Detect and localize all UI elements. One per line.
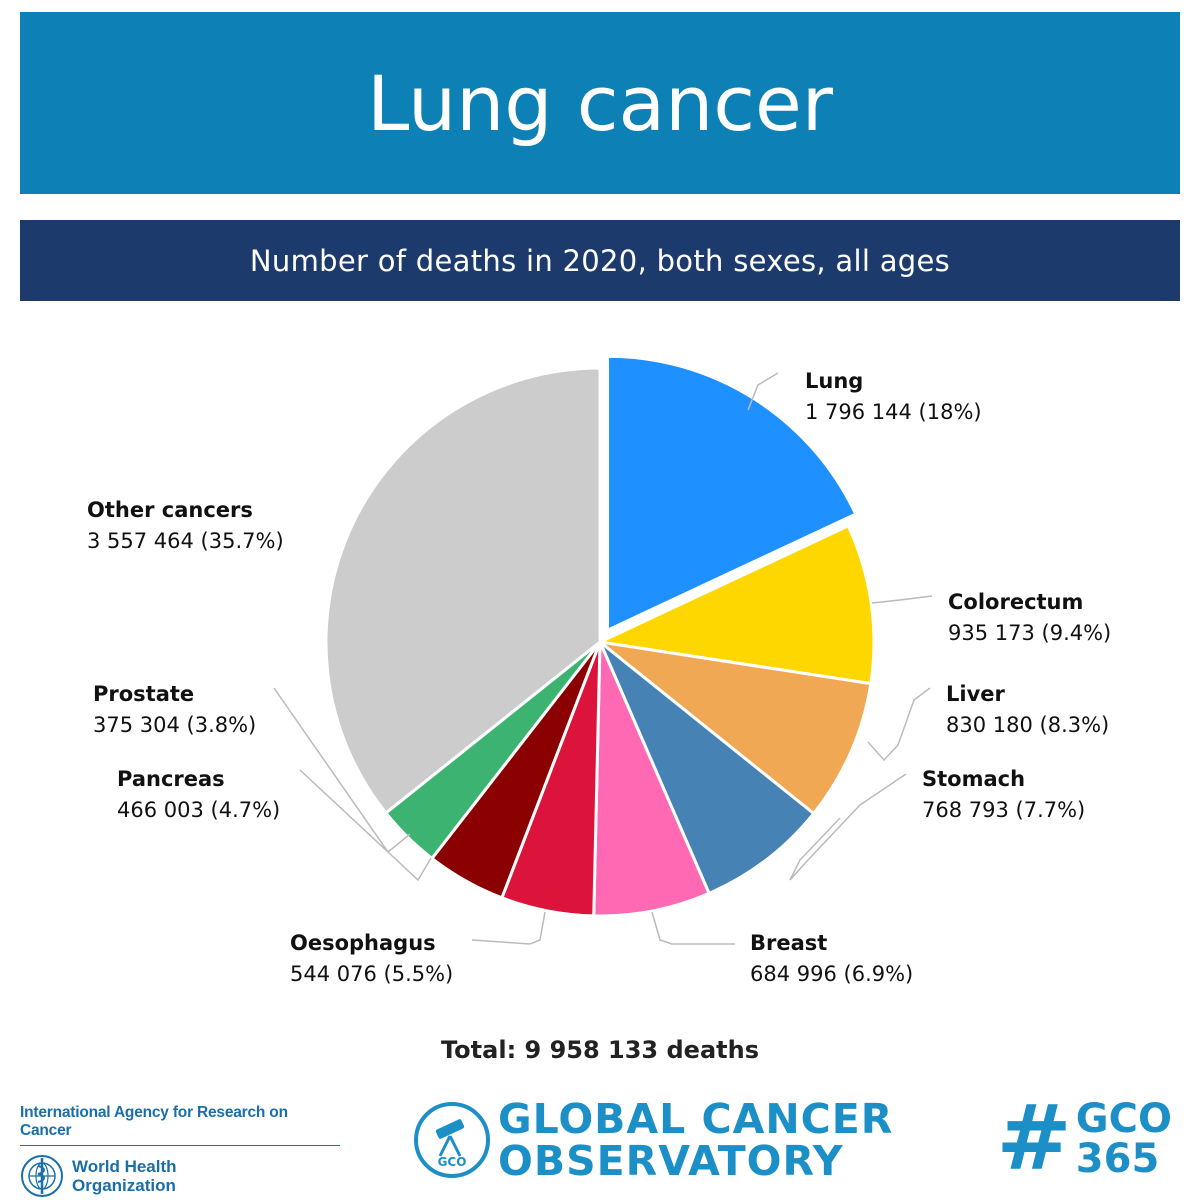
leader-line bbox=[789, 773, 907, 881]
total-deaths: Total: 9 958 133 deaths bbox=[441, 1036, 759, 1064]
pie-slice-other-cancers bbox=[324, 366, 602, 816]
slice-label-value: 768 793 (7.7%) bbox=[922, 798, 1085, 822]
gco-badge-text: GCO bbox=[438, 1155, 467, 1169]
slice-label-value: 3 557 464 (35.7%) bbox=[87, 529, 284, 553]
pie-slices bbox=[324, 354, 876, 918]
chart-subtitle: Number of deaths in 2020, both sexes, al… bbox=[249, 243, 951, 278]
who-name: World Health Organization bbox=[72, 1157, 177, 1195]
slice-label-name: Pancreas bbox=[117, 767, 225, 791]
hashtag-sign: # bbox=[996, 1086, 1072, 1191]
slice-label-value: 684 996 (6.9%) bbox=[750, 962, 913, 986]
slice-label-value: 466 003 (4.7%) bbox=[117, 798, 280, 822]
who-emblem-icon bbox=[21, 1155, 63, 1197]
iarc-name: International Agency for Research on Can… bbox=[20, 1104, 340, 1146]
iarc-who-logo: International Agency for Research on Can… bbox=[20, 1104, 340, 1198]
pie-slice-stomach bbox=[598, 640, 816, 896]
leader-line bbox=[871, 595, 933, 604]
slice-label-name: Oesophagus bbox=[290, 931, 436, 955]
gco-line-1: GLOBAL CANCER bbox=[498, 1095, 894, 1143]
slice-label-value: 935 173 (9.4%) bbox=[948, 621, 1111, 645]
slice-label-name: Lung bbox=[805, 369, 863, 393]
pie-slice-colorectum bbox=[594, 523, 876, 686]
who-logo: World Health Organization bbox=[20, 1154, 340, 1198]
leader-line bbox=[299, 769, 432, 882]
leader-line bbox=[651, 911, 735, 945]
leader-line bbox=[747, 372, 779, 411]
chart-title: Lung cancer bbox=[366, 58, 834, 148]
slice-label-value: 544 076 (5.5%) bbox=[290, 962, 453, 986]
gco-line-2: OBSERVATORY bbox=[498, 1137, 844, 1185]
gco-logo-icon: GCO bbox=[414, 1102, 490, 1178]
who-line-1: World Health bbox=[72, 1157, 177, 1176]
pie-slice-breast bbox=[592, 641, 712, 918]
slice-label-name: Other cancers bbox=[87, 498, 253, 522]
who-line-2: Organization bbox=[72, 1176, 176, 1195]
gco-wordmark: GLOBAL CANCER OBSERVATORY bbox=[498, 1098, 893, 1182]
chart-subtitle-banner: Number of deaths in 2020, both sexes, al… bbox=[20, 220, 1180, 301]
hashtag-text: GCO 365 bbox=[1076, 1099, 1172, 1179]
leader-line bbox=[273, 687, 411, 854]
pie-slice-lung bbox=[606, 354, 858, 633]
hashtag-gco365: # GCO 365 bbox=[996, 1086, 1172, 1191]
slice-label-name: Liver bbox=[946, 682, 1006, 706]
slice-label-name: Colorectum bbox=[948, 590, 1083, 614]
leader-line bbox=[867, 687, 931, 762]
leader-line bbox=[471, 911, 546, 945]
slice-label-name: Stomach bbox=[922, 767, 1025, 791]
pie-slice-liver bbox=[594, 639, 873, 816]
slice-label-name: Breast bbox=[750, 931, 827, 955]
slice-label-value: 1 796 144 (18%) bbox=[805, 400, 982, 424]
hashtag-line-1: GCO bbox=[1075, 1096, 1172, 1142]
chart-title-banner: Lung cancer bbox=[20, 12, 1180, 194]
slice-label-name: Prostate bbox=[93, 682, 194, 706]
hashtag-line-2: 365 bbox=[1075, 1136, 1160, 1182]
slice-label-value: 375 304 (3.8%) bbox=[93, 713, 256, 737]
leader-lines bbox=[273, 372, 933, 945]
slice-labels: Lung 1 796 144 (18%) Colorectum 935 173 (9.… bbox=[87, 369, 1111, 986]
slice-label-value: 830 180 (8.3%) bbox=[946, 713, 1109, 737]
